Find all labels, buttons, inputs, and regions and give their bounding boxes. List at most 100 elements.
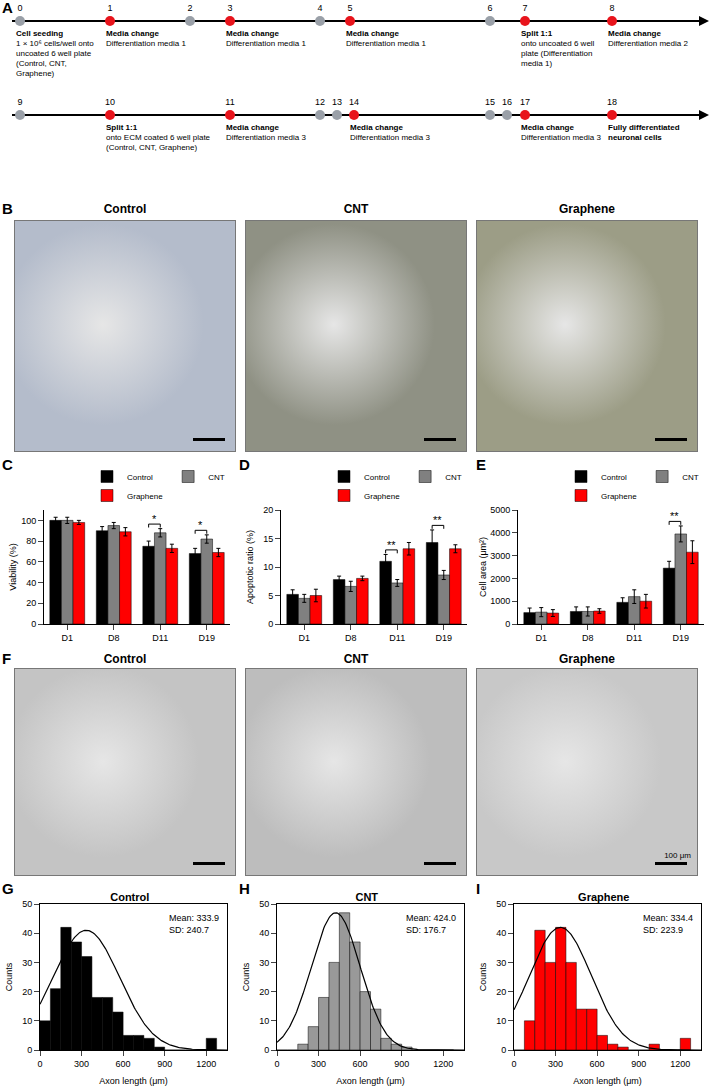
svg-text:Control: Control: [364, 473, 390, 482]
svg-text:Graphene: Graphene: [578, 891, 629, 903]
svg-text:CNT: CNT: [682, 473, 699, 482]
svg-text:0: 0: [268, 619, 273, 629]
svg-text:3000: 3000: [490, 551, 510, 561]
svg-text:Cell area (μm²): Cell area (μm²): [478, 537, 488, 597]
svg-text:40: 40: [259, 928, 269, 938]
svg-text:Counts: Counts: [241, 962, 251, 991]
svg-text:D11: D11: [626, 633, 642, 643]
svg-text:Graphene: Graphene: [601, 492, 637, 501]
svg-text:Counts: Counts: [478, 962, 488, 991]
svg-text:30: 30: [22, 958, 32, 968]
svg-text:Viability (%): Viability (%): [8, 543, 18, 590]
svg-text:300: 300: [548, 1059, 563, 1069]
svg-text:20: 20: [263, 505, 273, 515]
svg-text:0: 0: [511, 1059, 516, 1069]
svg-text:300: 300: [311, 1059, 326, 1069]
svg-text:Graphene: Graphene: [127, 492, 163, 501]
svg-text:900: 900: [631, 1059, 646, 1069]
html-text:Control: Control: [103, 202, 147, 216]
svg-text:30: 30: [259, 958, 269, 968]
svg-text:*: *: [152, 513, 157, 525]
svg-text:Counts: Counts: [4, 962, 14, 991]
svg-text:20: 20: [22, 987, 32, 997]
svg-text:4000: 4000: [490, 528, 510, 538]
svg-text:600: 600: [590, 1059, 605, 1069]
svg-text:15: 15: [263, 534, 273, 544]
svg-text:900: 900: [157, 1059, 172, 1069]
svg-text:D8: D8: [108, 633, 120, 643]
svg-text:20: 20: [26, 598, 36, 608]
svg-text:100: 100: [21, 516, 36, 526]
svg-text:Axon length (μm): Axon length (μm): [573, 1076, 642, 1086]
svg-text:1200: 1200: [670, 1059, 690, 1069]
svg-text:D19: D19: [435, 633, 452, 643]
svg-text:1200: 1200: [433, 1059, 453, 1069]
svg-text:0: 0: [274, 1059, 279, 1069]
svg-text:2000: 2000: [490, 574, 510, 584]
svg-text:600: 600: [116, 1059, 131, 1069]
svg-text:Control: Control: [127, 473, 153, 482]
svg-text:20: 20: [259, 987, 269, 997]
svg-text:40: 40: [26, 578, 36, 588]
svg-text:Apoptotic ratio (%): Apoptotic ratio (%): [245, 530, 255, 604]
svg-text:Control: Control: [601, 473, 627, 482]
svg-text:60: 60: [26, 557, 36, 567]
svg-text:0: 0: [501, 1045, 506, 1055]
svg-text:D1: D1: [535, 633, 547, 643]
svg-text:Axon length (μm): Axon length (μm): [336, 1076, 405, 1086]
svg-text:D11: D11: [152, 633, 168, 643]
svg-text:Mean: 333.9SD: 240.7: Mean: 333.9SD: 240.7: [169, 913, 219, 935]
svg-text:40: 40: [22, 928, 32, 938]
html-text:onto ECM coated 6 well plate (: onto ECM coated 6 well plate (Control, C…: [106, 133, 211, 152]
svg-text:Axon length (μm): Axon length (μm): [99, 1076, 168, 1086]
svg-text:10: 10: [263, 562, 273, 572]
html-text:CNT: CNT: [343, 202, 369, 216]
svg-text:40: 40: [496, 928, 506, 938]
html-text:1 × 10⁶ cells/well onto uncoat: 1 × 10⁶ cells/well onto uncoated 6 well …: [16, 39, 94, 78]
svg-text:300: 300: [74, 1059, 89, 1069]
html-text:Graphene: Graphene: [559, 202, 615, 216]
html-text:onto uncoated 6 well plate (Di: onto uncoated 6 well plate (Differentiat…: [521, 39, 595, 68]
svg-text:10: 10: [22, 1016, 32, 1026]
svg-text:CNT: CNT: [355, 891, 378, 903]
svg-text:D1: D1: [298, 633, 310, 643]
svg-text:0: 0: [505, 619, 510, 629]
svg-text:**: **: [433, 514, 442, 526]
svg-text:Mean: 424.0SD: 176.7: Mean: 424.0SD: 176.7: [406, 913, 456, 935]
svg-text:50: 50: [22, 899, 32, 909]
svg-text:D1: D1: [61, 633, 73, 643]
svg-text:20: 20: [496, 987, 506, 997]
svg-text:Control: Control: [110, 891, 149, 903]
svg-text:CNT: CNT: [208, 473, 225, 482]
svg-text:0: 0: [37, 1059, 42, 1069]
svg-text:50: 50: [496, 899, 506, 909]
html-text:Control: Control: [103, 652, 147, 666]
svg-text:**: **: [670, 510, 679, 522]
svg-text:D8: D8: [582, 633, 594, 643]
svg-text:900: 900: [394, 1059, 409, 1069]
html-text:Fully differentiated neuronal: Fully differentiated neuronal cells: [608, 123, 680, 142]
svg-text:D19: D19: [198, 633, 215, 643]
svg-text:50: 50: [259, 899, 269, 909]
svg-text:0: 0: [31, 619, 36, 629]
svg-text:0: 0: [27, 1045, 32, 1055]
svg-text:1200: 1200: [196, 1059, 216, 1069]
svg-text:30: 30: [496, 958, 506, 968]
svg-text:10: 10: [259, 1016, 269, 1026]
svg-text:CNT: CNT: [445, 473, 462, 482]
svg-text:5: 5: [268, 591, 273, 601]
svg-text:5000: 5000: [490, 505, 510, 515]
svg-text:0: 0: [264, 1045, 269, 1055]
svg-text:600: 600: [353, 1059, 368, 1069]
svg-text:D11: D11: [389, 633, 405, 643]
svg-text:**: **: [387, 539, 396, 551]
svg-text:Mean: 334.4SD: 223.9: Mean: 334.4SD: 223.9: [643, 913, 693, 935]
svg-text:1000: 1000: [490, 596, 510, 606]
svg-text:80: 80: [26, 536, 36, 546]
svg-text:Graphene: Graphene: [364, 492, 400, 501]
svg-text:D19: D19: [672, 633, 689, 643]
html-text:A 0: A 0: [2, 0, 23, 16]
svg-text:*: *: [198, 519, 203, 531]
svg-text:D8: D8: [345, 633, 357, 643]
svg-text:10: 10: [496, 1016, 506, 1026]
